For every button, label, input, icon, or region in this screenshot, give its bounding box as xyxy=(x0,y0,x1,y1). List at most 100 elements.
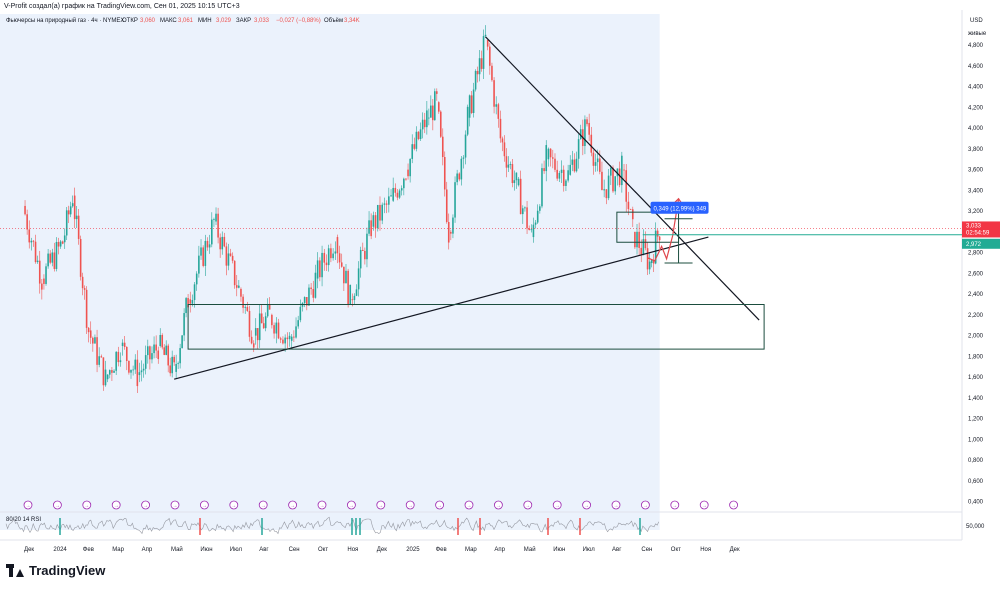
y-tick-3: 4,200 xyxy=(968,105,984,111)
event-marker-icon[interactable] xyxy=(317,500,327,510)
support-zone-box[interactable] xyxy=(187,304,765,350)
event-marker-icon[interactable] xyxy=(435,500,445,510)
candle-body xyxy=(539,206,541,211)
candle-body xyxy=(579,129,582,140)
candle-body xyxy=(403,178,405,189)
candle-body xyxy=(388,196,390,205)
y-tick-15: 1,800 xyxy=(968,354,984,360)
candle-body xyxy=(411,144,414,159)
x-tick-23: Ноя xyxy=(700,547,711,553)
candle-body xyxy=(100,356,103,358)
event-marker-glyph: → xyxy=(408,503,413,509)
candle-body xyxy=(567,170,569,181)
event-marker-icon[interactable] xyxy=(493,500,503,510)
candle-body xyxy=(413,144,416,149)
event-marker-icon[interactable] xyxy=(23,500,33,510)
event-marker-icon[interactable] xyxy=(729,500,738,510)
candle-body xyxy=(79,238,82,277)
candle-body xyxy=(121,342,124,346)
candle-body xyxy=(173,356,175,363)
descending-trendline[interactable] xyxy=(485,36,760,321)
candle-body xyxy=(30,240,33,243)
event-marker-glyph: → xyxy=(290,503,295,509)
candle-body xyxy=(45,266,47,284)
event-marker-icon[interactable] xyxy=(641,500,650,510)
x-tick-11: Ноя xyxy=(347,547,358,553)
event-marker-icon[interactable] xyxy=(346,500,356,510)
candle-body xyxy=(217,213,219,238)
candle-body xyxy=(24,205,26,215)
candle-body xyxy=(140,370,143,373)
candle-body xyxy=(169,365,171,374)
candle-body xyxy=(108,370,111,375)
event-marker-icon[interactable] xyxy=(141,500,151,510)
candle-body xyxy=(183,313,185,336)
event-marker-icon[interactable] xyxy=(670,500,680,510)
y-tick-17: 1,400 xyxy=(968,396,984,402)
candle-body xyxy=(353,295,356,300)
candle-body xyxy=(159,334,162,346)
event-marker-glyph: → xyxy=(731,503,736,509)
event-marker-glyph: → xyxy=(555,503,560,509)
event-marker-icon[interactable] xyxy=(170,500,180,510)
measure-label: 0,349 (12,99%) 349 xyxy=(654,207,707,213)
event-marker-icon[interactable] xyxy=(258,500,268,510)
event-marker-icon[interactable] xyxy=(229,500,239,510)
candle-body xyxy=(407,169,409,177)
event-marker-icon[interactable] xyxy=(53,500,62,510)
candle-body xyxy=(53,252,56,269)
x-tick-4: Апр xyxy=(142,547,153,553)
candle-body xyxy=(334,251,337,254)
x-tick-12: Дек xyxy=(377,547,387,553)
candle-body xyxy=(430,105,432,118)
candle-body xyxy=(383,203,386,205)
event-marker-icon[interactable] xyxy=(376,500,386,510)
candle-body xyxy=(575,158,578,172)
candle-body xyxy=(252,343,255,348)
event-marker-icon[interactable] xyxy=(611,500,621,510)
candle-body xyxy=(623,169,625,171)
event-marker-icon[interactable] xyxy=(523,500,533,510)
countdown-text: 02:54:59 xyxy=(966,230,990,236)
ohlc-label-1: МАКС xyxy=(160,18,177,24)
candle-body xyxy=(466,106,469,135)
event-marker-glyph: → xyxy=(143,503,148,509)
candle-body xyxy=(392,187,394,201)
x-tick-24: Дек xyxy=(730,547,740,553)
candle-body xyxy=(627,201,630,210)
event-marker-glyph: → xyxy=(437,503,442,509)
event-marker-icon[interactable] xyxy=(405,500,415,510)
event-marker-icon[interactable] xyxy=(111,500,121,510)
candle-body xyxy=(55,241,58,269)
candle-body xyxy=(161,334,164,348)
projection-path[interactable] xyxy=(647,198,680,262)
event-marker-icon[interactable] xyxy=(552,500,562,510)
candle-body xyxy=(213,219,215,220)
candle-body xyxy=(505,156,508,168)
event-marker-icon[interactable] xyxy=(199,500,209,510)
event-marker-icon[interactable] xyxy=(464,500,474,510)
candle-body xyxy=(394,187,397,193)
ascending-trendline[interactable] xyxy=(174,236,709,380)
tradingview-logo[interactable]: TradingView xyxy=(6,563,105,578)
candle-body xyxy=(476,70,479,75)
candle-body xyxy=(530,229,533,231)
event-marker-icon[interactable] xyxy=(288,500,298,510)
event-marker-icon[interactable] xyxy=(82,500,92,510)
change-text: −0,027 (−0,88%) xyxy=(276,18,321,24)
ohlc-label-2: МИН xyxy=(198,18,212,24)
history-shade xyxy=(0,14,660,530)
event-marker-icon[interactable] xyxy=(699,500,709,510)
candle-body xyxy=(454,182,456,218)
candle-body xyxy=(409,158,411,177)
event-marker-icon[interactable] xyxy=(582,500,591,510)
candle-body xyxy=(238,285,240,288)
candle-body xyxy=(167,345,169,366)
candle-body xyxy=(279,338,282,340)
candle-body xyxy=(586,119,588,125)
candle-body xyxy=(361,249,364,251)
candle-body xyxy=(517,178,520,186)
candle-body xyxy=(569,164,572,175)
price-badge-text: 3,033 xyxy=(966,223,982,229)
